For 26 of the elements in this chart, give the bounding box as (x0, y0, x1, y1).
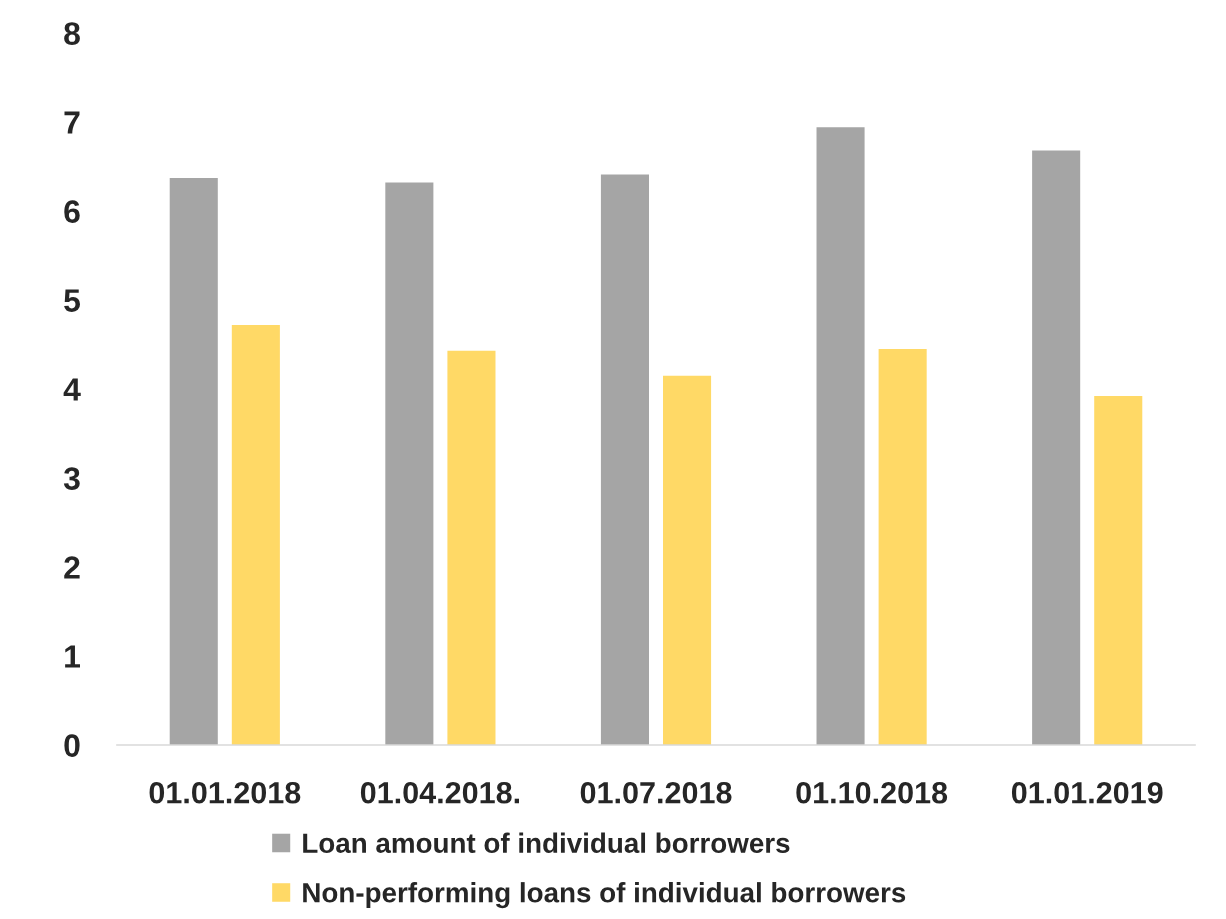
legend-label: Non-performing loans of individual borrowers (303, 882, 906, 909)
x-tick-label: 01.07.2018 (580, 781, 732, 804)
y-tick-label: 7 (64, 111, 80, 134)
bar (1094, 396, 1143, 745)
bar (231, 324, 280, 745)
bar (816, 127, 865, 745)
bar (1032, 150, 1081, 745)
y-tick-label: 0 (64, 734, 80, 757)
bar (385, 182, 434, 745)
y-tick-label: 6 (64, 200, 80, 223)
x-tick-label: 01.10.2018 (796, 781, 948, 804)
bar (447, 350, 496, 745)
y-tick-label: 8 (64, 22, 80, 45)
bar (878, 348, 927, 745)
x-tick-label: 01.04.2018. (360, 781, 520, 804)
y-tick-label: 3 (63, 467, 80, 490)
x-tick-label: 01.01.2019 (1011, 781, 1163, 804)
bar (169, 178, 218, 745)
bar (600, 174, 649, 745)
bar (663, 375, 712, 745)
y-tick-label: 4 (63, 378, 81, 401)
y-tick-label: 1 (65, 645, 80, 668)
y-tick-label: 5 (64, 289, 80, 312)
y-tick-label: 2 (64, 556, 80, 579)
x-tick-label: 01.01.2018 (149, 781, 301, 804)
legend-label: Loan amount of individual borrowers (303, 832, 790, 854)
